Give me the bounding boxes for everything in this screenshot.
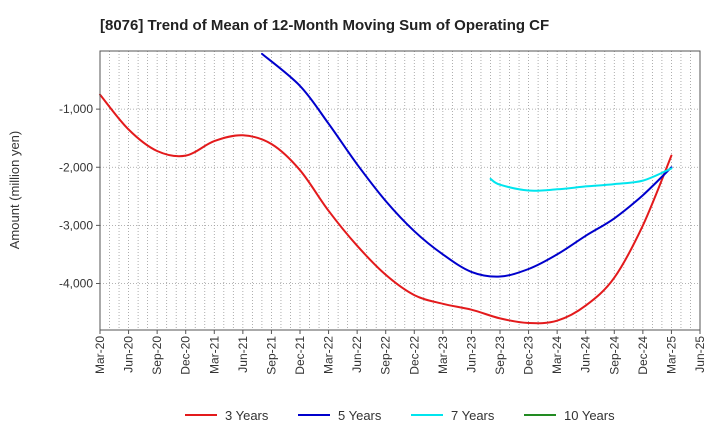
x-tick-label: Dec-24 (636, 336, 650, 375)
series-line-3-years (99, 93, 673, 325)
x-tick-label: Dec-22 (407, 336, 421, 375)
x-tick-label: Mar-22 (322, 336, 336, 374)
x-tick-label: Sep-22 (379, 336, 393, 375)
y-tick-label: -1,000 (59, 102, 93, 116)
grid (100, 51, 700, 330)
x-tick-label: Mar-20 (93, 336, 107, 374)
x-tick-label: Dec-23 (522, 336, 536, 375)
legend-label-3-years: 3 Years (225, 408, 269, 423)
y-tick-label: -2,000 (59, 160, 93, 174)
legend: 3 Years 5 Years 7 Years 10 Years (185, 408, 615, 423)
plot-frame (99, 50, 701, 331)
x-tick-label: Jun-22 (350, 336, 364, 373)
x-tick-label: Mar-25 (664, 336, 678, 374)
x-tick-label: Jun-24 (579, 336, 593, 373)
x-tick-label: Sep-23 (493, 336, 507, 375)
x-tick-label: Jun-25 (693, 336, 707, 373)
x-tick-label: Jun-23 (464, 336, 478, 373)
x-tick-label: Sep-21 (264, 336, 278, 375)
x-tick-label: Jun-20 (122, 336, 136, 373)
legend-label-10-years: 10 Years (564, 408, 615, 423)
y-axis-title: Amount (million yen) (7, 131, 22, 250)
x-tick-label: Dec-20 (179, 336, 193, 375)
series-layer (99, 52, 673, 325)
x-tick-label: Mar-23 (436, 336, 450, 374)
legend-label-5-years: 5 Years (338, 408, 382, 423)
x-axis-ticks: Mar-20 Jun-20 Sep-20 Dec-20 Mar-21 Jun-21 Sep-… (93, 330, 707, 375)
series-line-5-years (261, 52, 673, 278)
x-tick-label: Sep-24 (607, 336, 621, 375)
x-tick-label: Sep-20 (150, 336, 164, 375)
y-tick-label: -4,000 (59, 277, 93, 291)
x-tick-label: Jun-21 (236, 336, 250, 373)
chart-title: [8076] Trend of Mean of 12-Month Moving … (100, 17, 549, 34)
y-tick-label: -3,000 (59, 218, 93, 232)
legend-label-7-years: 7 Years (451, 408, 495, 423)
x-tick-label: Mar-21 (207, 336, 221, 374)
y-axis-ticks: -1,000 -2,000 -3,000 -4,000 (59, 102, 100, 291)
plot-area (100, 51, 700, 330)
x-tick-label: Mar-24 (550, 336, 564, 374)
series-line-7-years (489, 167, 673, 192)
x-tick-label: Dec-21 (293, 336, 307, 375)
